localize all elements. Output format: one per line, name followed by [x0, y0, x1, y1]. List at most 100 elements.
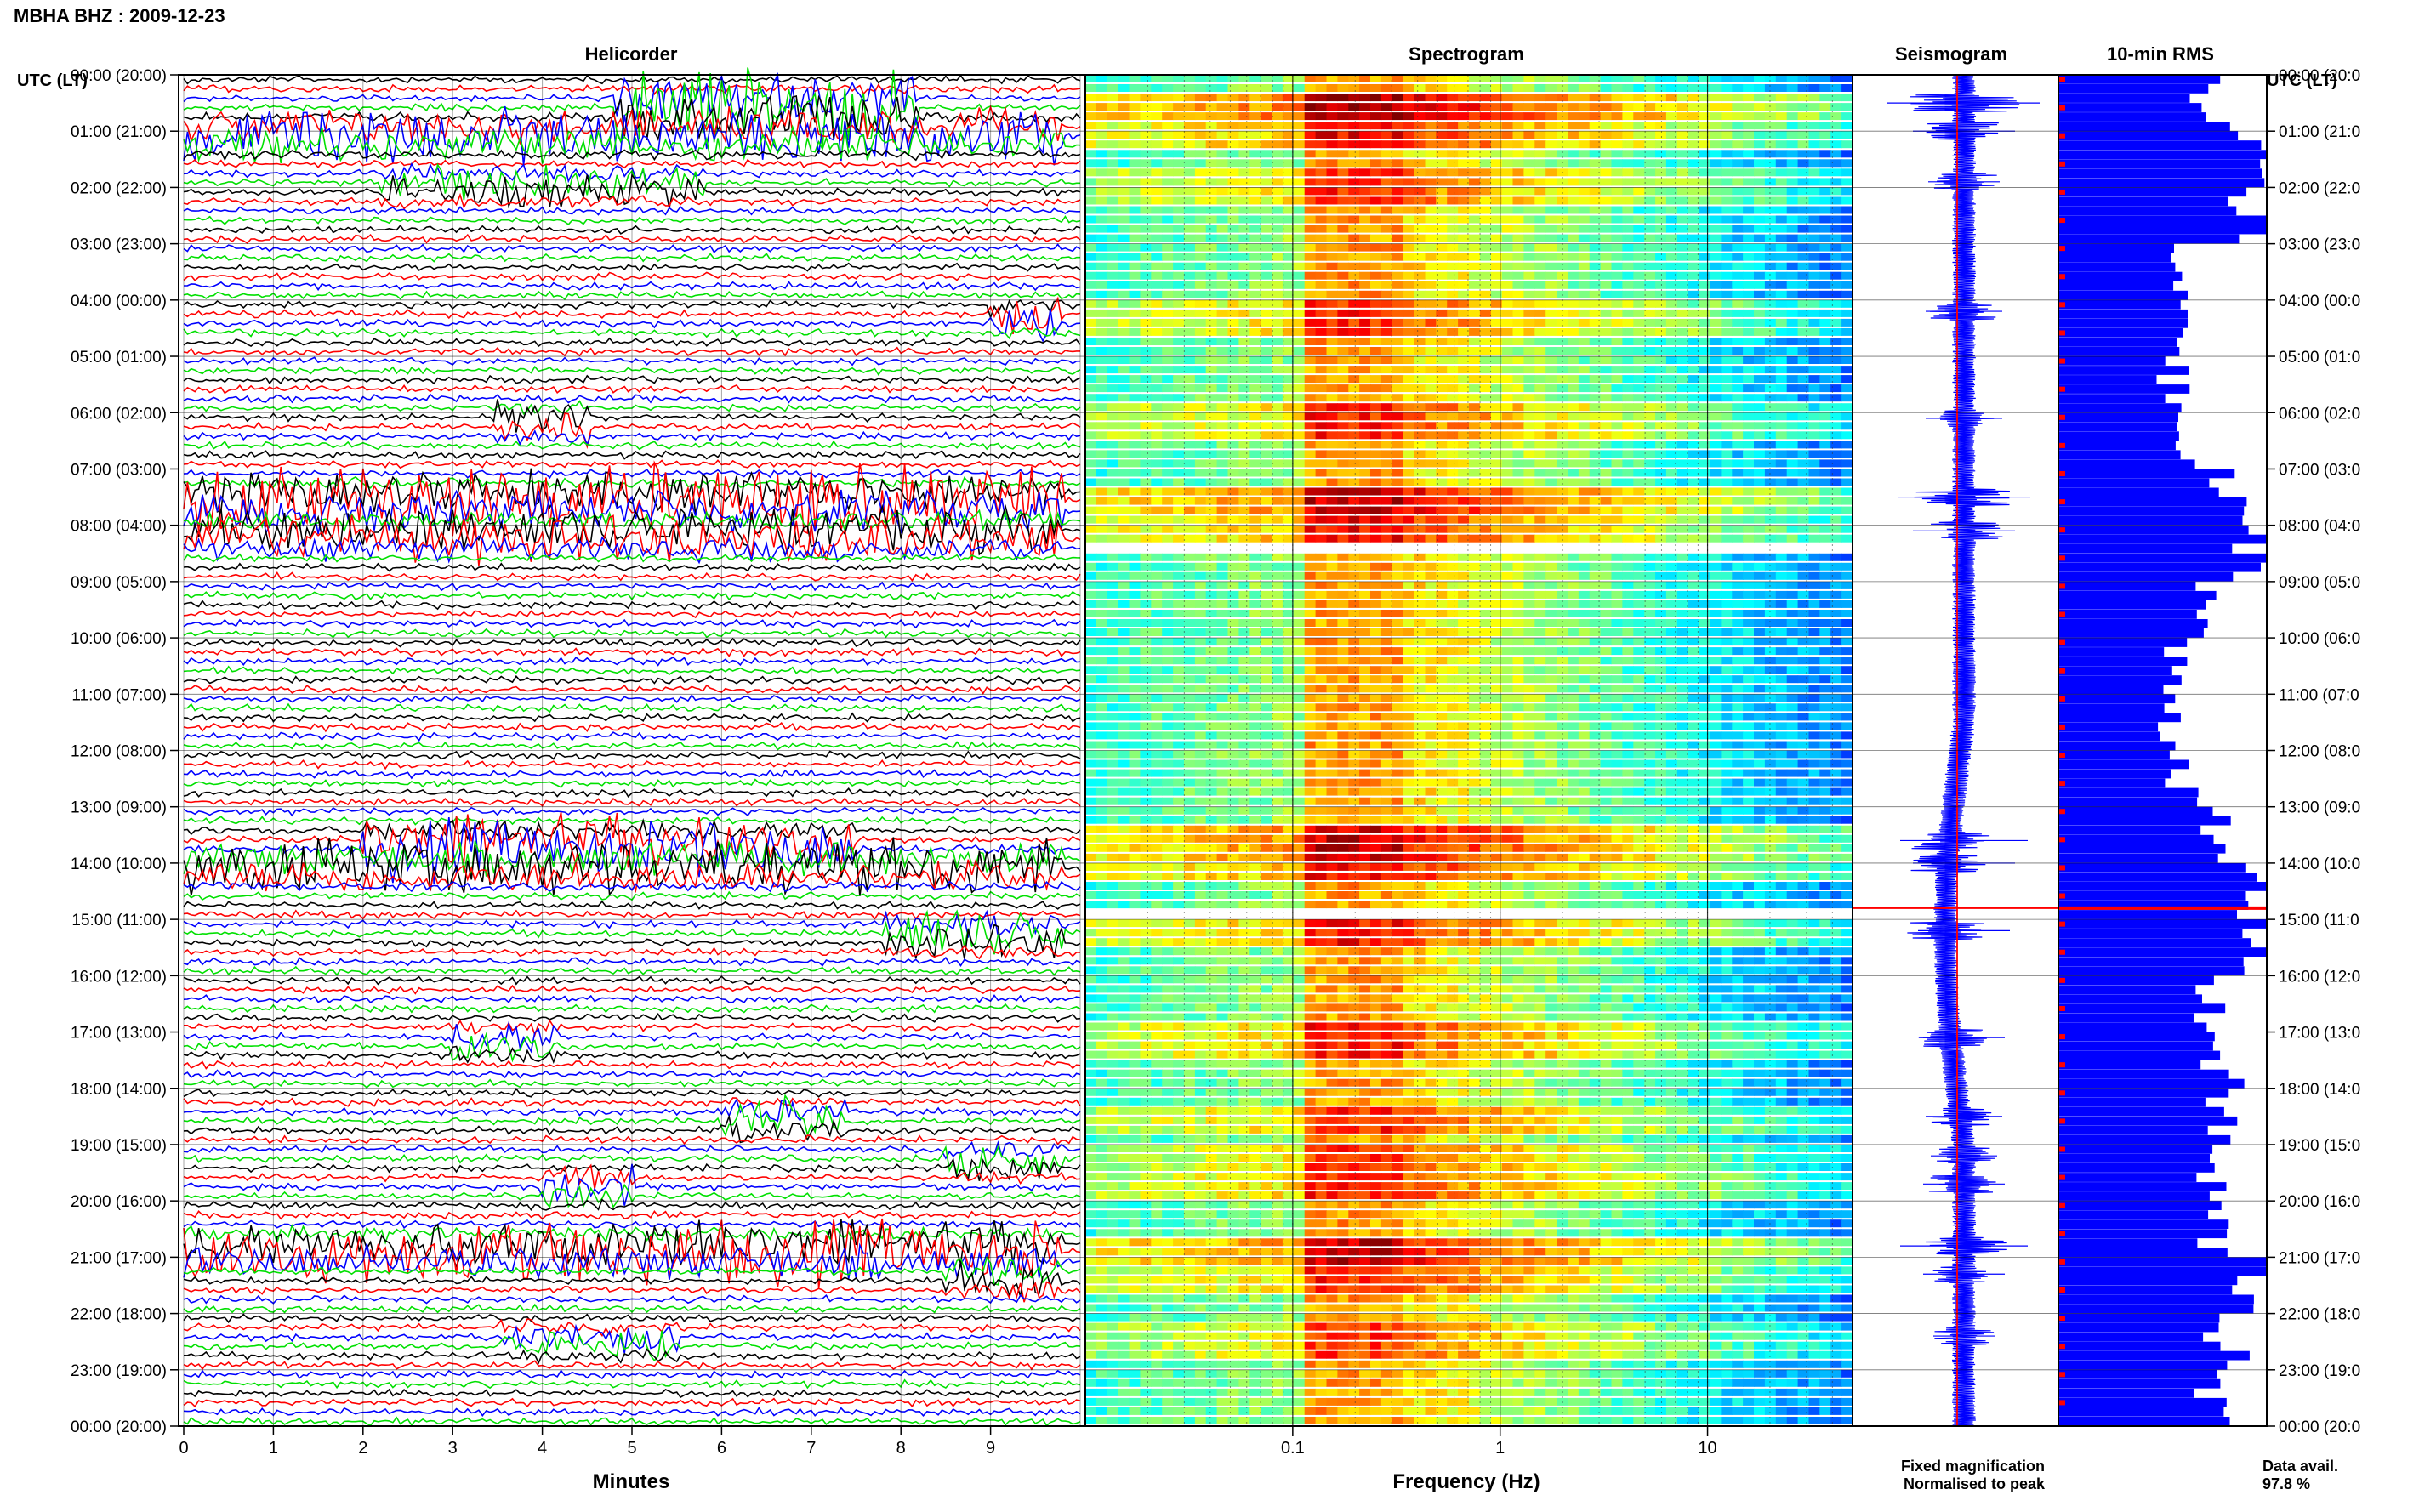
spectrogram-cell	[1129, 187, 1141, 196]
spectrogram-cell	[1534, 131, 1546, 139]
spectrogram-cell	[1085, 187, 1097, 196]
spectrogram-cell	[1140, 178, 1152, 186]
spectrogram-cell	[1830, 234, 1842, 242]
spectrogram-cell	[1447, 600, 1459, 608]
helicorder-trace-line	[183, 610, 1081, 620]
spectrogram-cell	[1754, 150, 1766, 158]
spectrogram-cell	[1403, 590, 1415, 599]
spectrogram-cell	[1162, 412, 1174, 421]
spectrogram-cell	[1380, 441, 1393, 449]
spectrogram-cell	[1216, 703, 1229, 712]
spectrogram-cell	[1545, 441, 1557, 449]
spectrogram-cell	[1359, 215, 1371, 224]
spectrogram-cell	[1808, 394, 1820, 402]
spectrogram-cell	[1447, 215, 1459, 224]
spectrogram-cell	[1699, 562, 1711, 571]
spectrogram-cell	[1227, 553, 1239, 561]
helicorder-trace-line	[183, 1140, 1081, 1160]
spectrogram-cell	[1151, 338, 1163, 345]
spectrogram-cell	[1688, 515, 1700, 524]
spectrogram-cell	[1479, 450, 1492, 458]
spectrogram-cell	[1490, 657, 1503, 665]
spectrogram-cell	[1107, 478, 1119, 486]
spectrogram-cell	[1392, 571, 1404, 580]
spectrogram-cell	[1633, 122, 1645, 130]
spectrogram-cell	[1414, 112, 1426, 121]
spectrogram-cell	[1173, 685, 1185, 693]
spectrogram-cell	[1151, 619, 1163, 627]
spectrogram-cell	[1261, 159, 1272, 168]
spectrogram-cell	[1249, 140, 1261, 149]
spectrogram-cell	[1633, 243, 1645, 252]
spectrogram-cell	[1359, 441, 1371, 449]
spectrogram-cell	[1665, 253, 1678, 261]
spectrogram-cell	[1458, 299, 1470, 308]
spectrogram-cell	[1469, 534, 1481, 543]
spectrogram-cell	[1786, 713, 1799, 721]
spectrogram-cell	[1655, 318, 1667, 327]
spectrogram-cell	[1797, 478, 1810, 486]
spectrogram-cell	[1479, 375, 1492, 384]
spectrogram-cell	[1633, 581, 1645, 589]
spectrogram-cell	[1501, 309, 1514, 317]
spectrogram-cell	[1644, 581, 1656, 589]
spectrogram-cell	[1194, 290, 1207, 298]
spectrogram-cell	[1622, 694, 1634, 702]
spectrogram-cell	[1841, 140, 1853, 149]
spectrogram-cell	[1348, 694, 1360, 702]
spectrogram-cell	[1512, 487, 1524, 496]
spectrogram-cell	[1194, 459, 1207, 468]
spectrogram-cell	[1743, 215, 1755, 224]
spectrogram-cell	[1578, 581, 1591, 589]
spectrogram-cell	[1304, 206, 1317, 214]
spectrogram-cell	[1425, 281, 1437, 289]
spectrogram-cell	[1282, 403, 1295, 412]
spectrogram-cell	[1578, 150, 1591, 158]
spectrogram-cell	[1173, 441, 1185, 449]
spectrogram-cell	[1578, 262, 1591, 270]
spectrogram-cell	[1534, 422, 1546, 430]
spectrogram-cell	[1282, 619, 1295, 627]
spectrogram-cell	[1655, 75, 1667, 82]
spectrogram-cell	[1644, 140, 1656, 149]
spectrogram-cell	[1655, 206, 1667, 214]
helicorder-x-tick-label: 7	[806, 1439, 816, 1458]
helicorder-trace-line	[183, 262, 1081, 272]
spectrogram-cell	[1272, 422, 1283, 430]
spectrogram-cell	[1841, 94, 1853, 102]
helicorder-trace-line	[183, 124, 1081, 165]
spectrogram-cell	[1633, 450, 1645, 458]
spectrogram-cell	[1501, 694, 1514, 702]
spectrogram-cell	[1743, 562, 1755, 571]
spectrogram-cell	[1205, 262, 1218, 270]
spectrogram-cell	[1699, 366, 1711, 374]
spectrogram-cell	[1458, 225, 1470, 233]
helicorder-trace-line	[183, 684, 1081, 695]
spectrogram-cell	[1644, 459, 1656, 468]
spectrogram-cell	[1830, 394, 1842, 402]
spectrogram-cell	[1194, 619, 1207, 627]
spectrogram-cell	[1830, 694, 1842, 702]
spectrogram-cell	[1348, 309, 1360, 317]
spectrogram-cell	[1194, 225, 1207, 233]
spectrogram-cell	[1655, 262, 1667, 270]
spectrogram-cell	[1754, 657, 1766, 665]
spectrogram-cell	[1676, 619, 1689, 627]
spectrogram-cell	[1600, 366, 1613, 374]
spectrogram-cell	[1107, 103, 1119, 111]
spectrogram-cell	[1216, 206, 1229, 214]
spectrogram-cell	[1830, 215, 1842, 224]
spectrogram-cell	[1699, 309, 1711, 317]
spectrogram-cell	[1819, 675, 1831, 684]
spectrogram-cell	[1162, 441, 1174, 449]
spectrogram-cell	[1622, 431, 1634, 440]
spectrogram-cell	[1721, 140, 1733, 149]
spectrogram-cell	[1447, 394, 1459, 402]
spectrogram-cell	[1205, 619, 1218, 627]
spectrogram-cell	[1238, 487, 1250, 496]
spectrogram-cell	[1754, 309, 1766, 317]
helicorder-trace-line	[183, 298, 1081, 320]
spectrogram-cell	[1403, 122, 1415, 130]
spectrogram-cell	[1665, 347, 1678, 355]
spectrogram-cell	[1184, 647, 1196, 656]
